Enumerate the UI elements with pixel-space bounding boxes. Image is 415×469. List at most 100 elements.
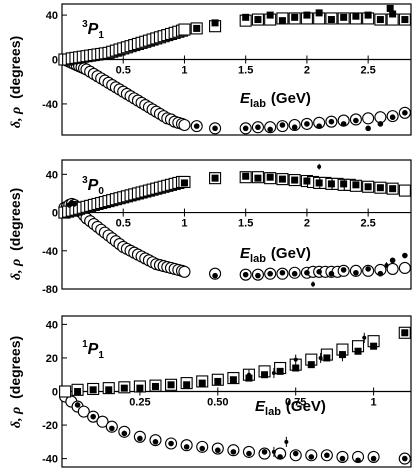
data-point-error-bar-center (317, 164, 322, 169)
x-tick-label: 1 (181, 218, 187, 230)
data-point-filled-circle (340, 267, 347, 273)
data-point-filled-circle (267, 270, 273, 277)
data-point-filled-square (242, 172, 250, 180)
data-point-filled-square (120, 384, 128, 392)
data-point-filled-circle (304, 269, 310, 276)
data-point-filled-circle (261, 449, 268, 455)
data-point-filled-square (327, 180, 335, 188)
data-point-filled-square (307, 361, 315, 369)
data-point-open-circle (77, 405, 90, 418)
data-point-filled-square (303, 177, 311, 185)
y-tick-label: 0 (52, 387, 58, 399)
data-point-filled-circle (402, 252, 408, 259)
data-point-filled-square (136, 384, 144, 392)
y-tick-label: -80 (42, 284, 58, 296)
data-point-filled-square (386, 4, 394, 12)
data-point-filled-square (354, 347, 362, 355)
data-point-filled-circle (389, 114, 396, 121)
panel-3p0: 0.5 1 1.5 2 2.5 -80 -40 0 40 Elab (GeV) 3P0 (42, 159, 412, 296)
x-axis-label: Elab (GeV) (255, 398, 326, 418)
data-point-filled-circle (370, 455, 377, 462)
data-point-open-square (398, 184, 411, 197)
y-tick-label: 0 (52, 55, 58, 67)
data-point-filled-circle (353, 117, 359, 124)
data-point-filled-circle (316, 123, 322, 129)
data-point-filled-circle (292, 450, 299, 457)
data-point-error-bar-center (284, 439, 289, 444)
data-point-filled-square (266, 173, 274, 181)
data-point-filled-circle (255, 124, 261, 131)
y-tick-label: -40 (42, 246, 58, 258)
data-point-filled-circle (291, 124, 298, 131)
data-point-filled-circle (316, 269, 322, 275)
data-point-filled-square (323, 354, 331, 362)
data-point-filled-square (364, 11, 372, 19)
data-point-filled-square (193, 24, 201, 32)
data-point-filled-circle (168, 440, 174, 447)
data-point-filled-circle (152, 439, 159, 445)
data-point-error-bar-center (318, 355, 323, 360)
data-point-filled-square (167, 381, 175, 389)
data-point-filled-square (278, 175, 286, 183)
data-point-filled-circle (277, 454, 283, 460)
data-point-filled-square (276, 367, 284, 375)
x-tick-label: 2 (304, 65, 310, 77)
data-point-error-bar-center (271, 371, 276, 376)
data-point-filled-square (254, 16, 262, 24)
data-point-open-circle (386, 262, 399, 275)
data-point-open-square (59, 385, 72, 398)
data-point-filled-square (291, 13, 299, 21)
data-point-filled-square (261, 371, 269, 379)
data-point-filled-square (364, 183, 372, 191)
x-axis-label: Elab (GeV) (240, 90, 311, 110)
data-point-filled-square (340, 180, 348, 188)
data-point-open-square (178, 23, 191, 36)
data-point-open-circle (398, 261, 411, 275)
data-point-error-bar-center (311, 282, 316, 287)
data-point-filled-square (370, 342, 378, 350)
data-point-filled-square (292, 364, 300, 372)
data-point-filled-square (401, 16, 409, 24)
y-axis-label-panel-1: δ, ρ (degrees) (7, 36, 24, 128)
data-point-filled-square (183, 381, 191, 389)
data-point-filled-circle (377, 121, 384, 127)
data-point-filled-circle (402, 109, 408, 116)
data-point-filled-circle (74, 402, 81, 408)
y-axis-label-unit: (degrees) (7, 336, 23, 399)
y-axis-label-symbols: δ, ρ (9, 407, 24, 428)
data-point-filled-square (198, 379, 206, 387)
data-point-filled-circle (279, 269, 286, 276)
data-point-filled-circle (230, 449, 237, 455)
y-tick-label: -40 (42, 99, 58, 111)
data-point-filled-square (266, 11, 274, 19)
svg-text:δ, ρ (degrees): δ, ρ (degrees) (7, 188, 24, 280)
data-point-filled-circle (193, 123, 200, 129)
data-point-filled-circle (90, 413, 96, 420)
data-point-filled-circle (212, 272, 218, 279)
data-point-filled-square (214, 377, 222, 385)
data-point-filled-square (315, 179, 323, 187)
data-point-filled-circle (242, 271, 249, 278)
data-point-filled-circle (109, 425, 115, 432)
data-point-filled-square (211, 174, 219, 182)
y-tick-label: 20 (46, 353, 58, 365)
data-point-filled-circle (353, 269, 359, 276)
data-point-error-bar-center (271, 449, 276, 454)
data-point-filled-circle (212, 125, 218, 132)
plot-frame (61, 159, 412, 290)
data-point-filled-circle (183, 444, 190, 450)
y-axis-label-panel-3: δ, ρ (degrees) (7, 336, 24, 428)
data-point-filled-square (376, 16, 384, 24)
data-point-filled-circle (242, 125, 249, 132)
data-point-filled-circle (71, 201, 78, 207)
data-point-filled-circle (340, 121, 347, 127)
partial-wave-label: 3P1 (82, 19, 104, 41)
x-tick-label: 2.5 (360, 65, 375, 77)
data-point-filled-circle (328, 118, 335, 125)
data-point-open-circle (362, 112, 375, 125)
data-point-filled-circle (328, 270, 335, 277)
data-point-filled-circle (304, 121, 310, 127)
x-tick-label: 0.5 (116, 218, 131, 230)
data-point-open-circle (96, 415, 109, 428)
